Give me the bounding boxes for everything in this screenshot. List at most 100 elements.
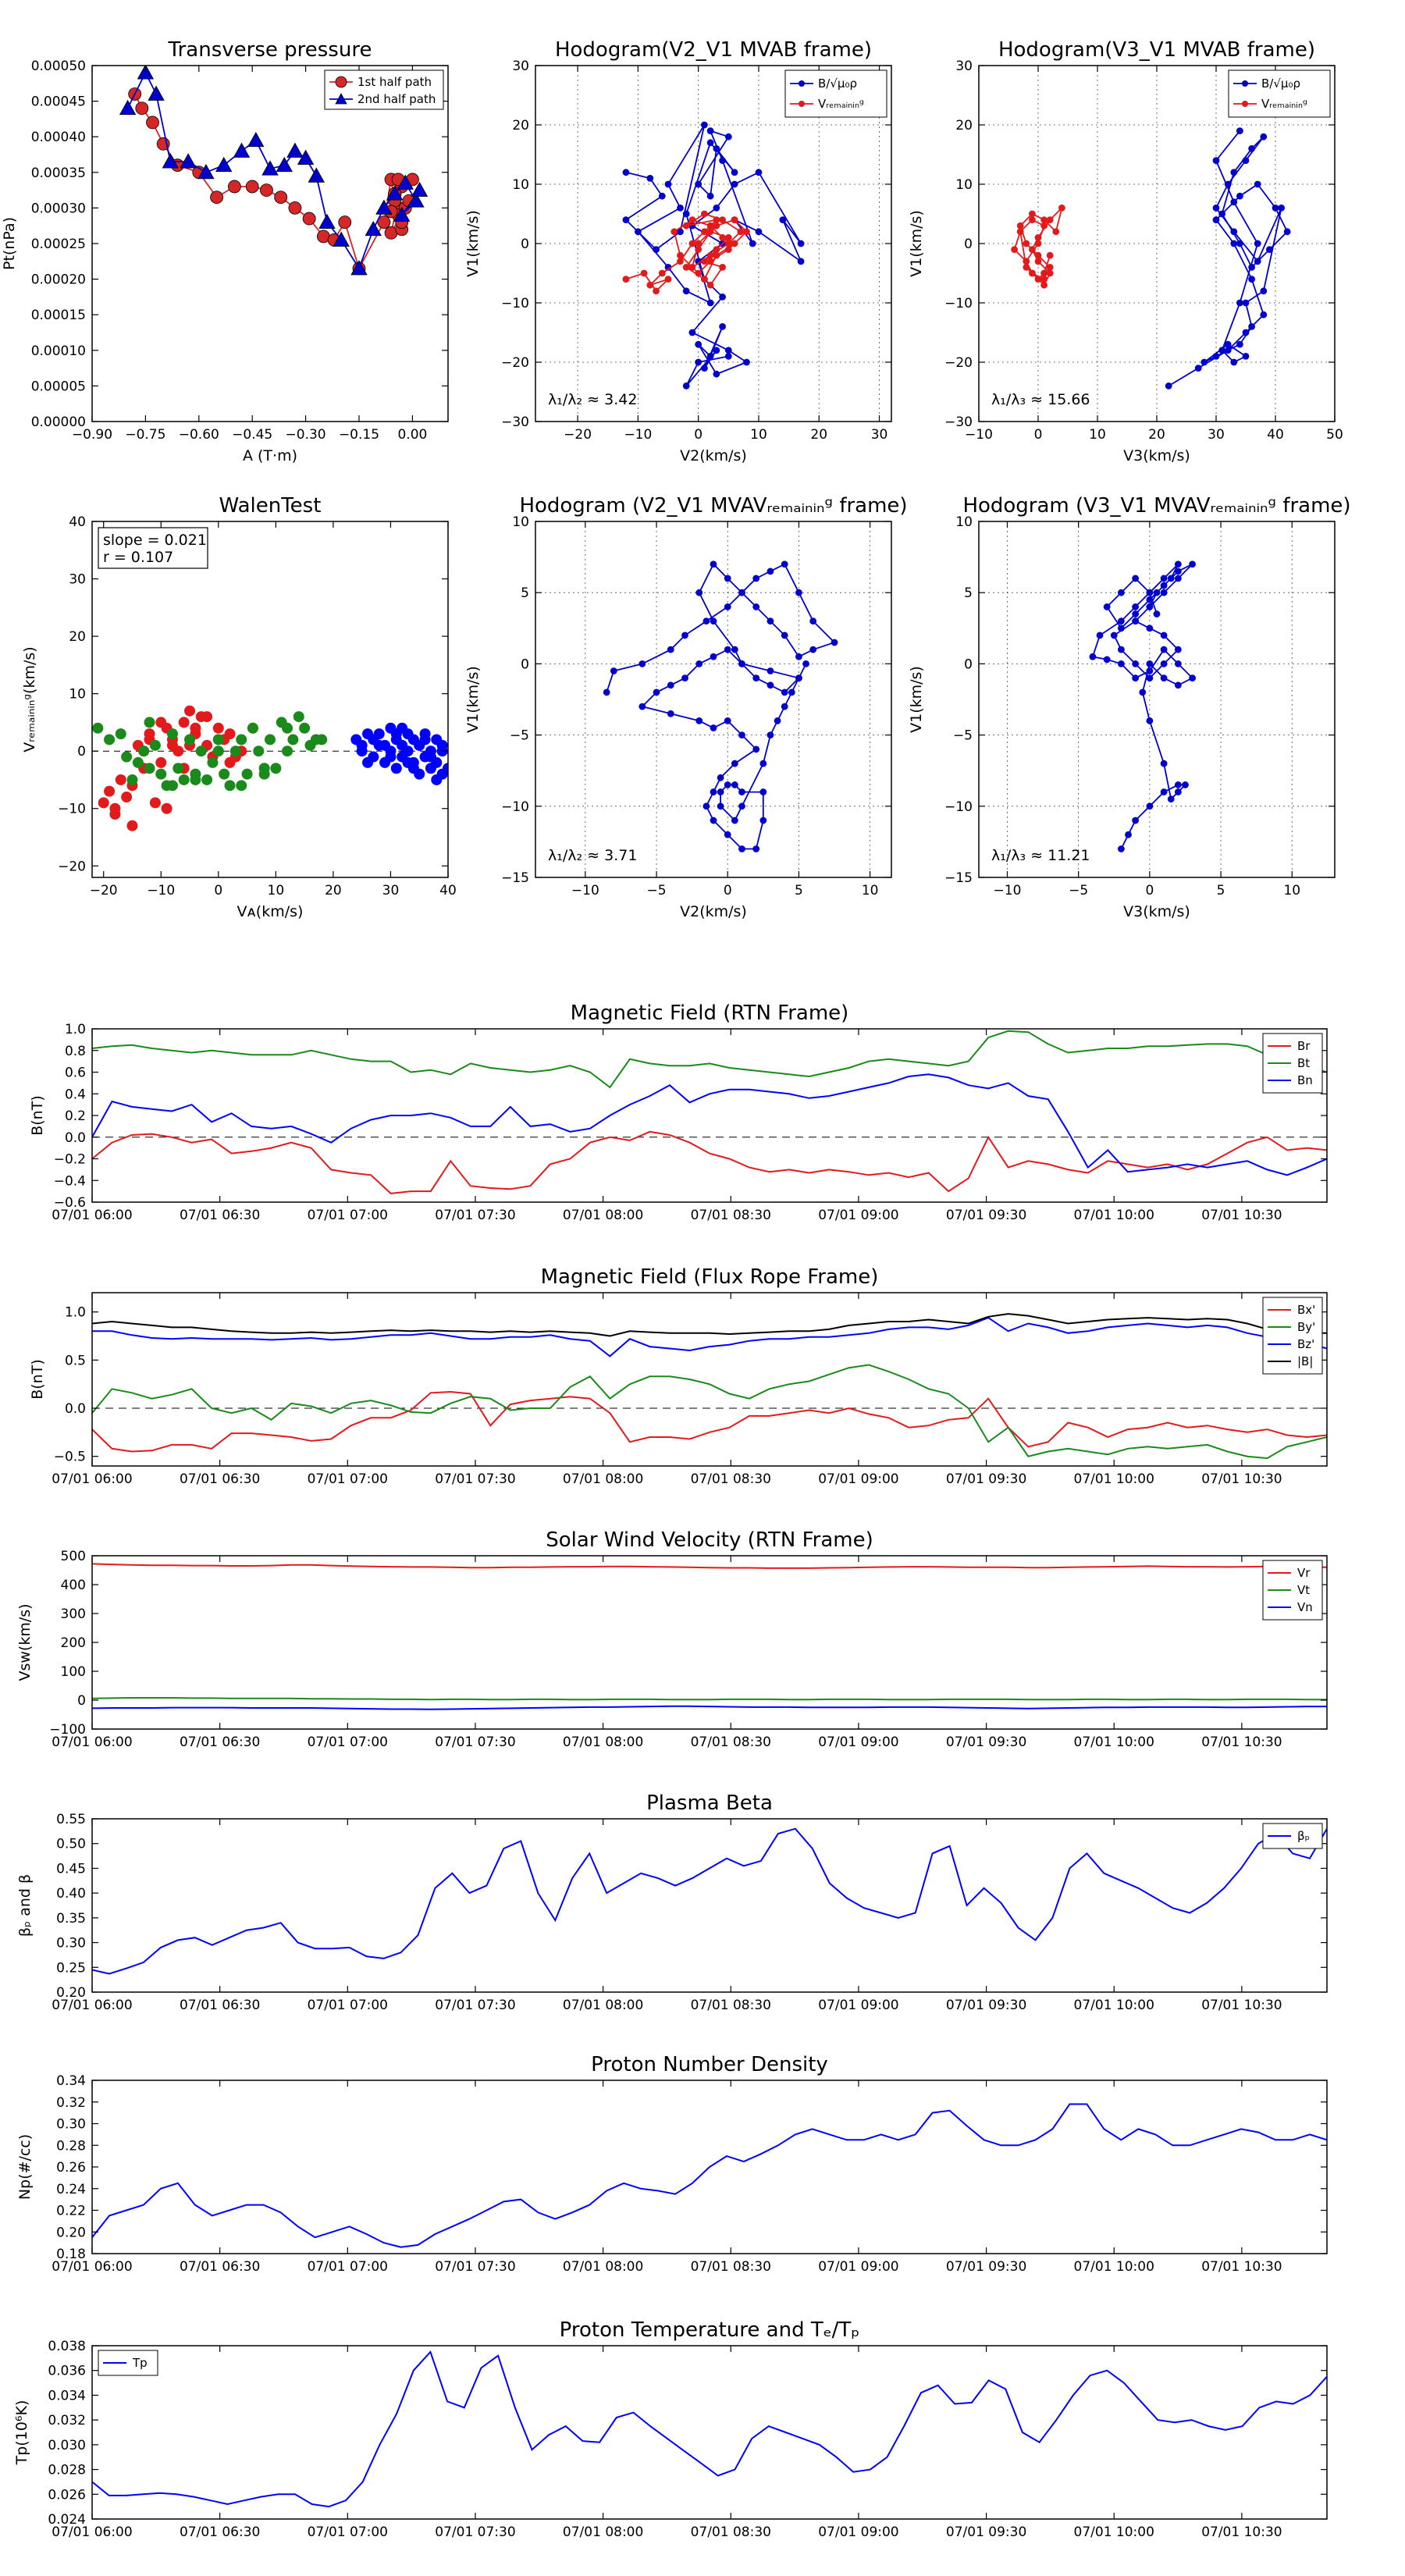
h2ab-series-1-point [731,216,738,224]
beta-time-tick-label: 07/01 07:00 [308,1998,388,2013]
brtn-time-tick-label: 07/01 08:00 [563,1208,643,1223]
walen-series-0-point [109,802,121,814]
h2ab-series-0-point [695,340,702,348]
h3ab-ytick-label: 10 [955,177,973,193]
h2av-series-0-point [795,653,802,660]
h3av-series-0-point [1146,660,1154,667]
walen-series-0-point [190,722,201,734]
brtn-ytick-label: 0.6 [65,1066,86,1081]
pt-series-0-point [227,180,241,194]
h3av-series-0-point [1160,582,1168,589]
pt-series-1-point [137,66,155,80]
h2av-series-0-point [724,781,731,788]
tp-time-tick-label: 07/01 06:00 [52,2524,132,2540]
beta-time-tick-label: 07/01 08:00 [563,1998,643,2013]
h2ab-series-1-point [713,222,720,229]
tp-ytick-label: 0.030 [48,2438,86,2453]
h2ab-series-0-point [731,169,738,176]
h3ab-ytick-label: −20 [944,355,973,371]
walen-series-1-point [190,774,201,785]
h3ab-series-1-point [1023,263,1030,271]
h2ab-legend: B/√μ₀ρ Vᵣₑₘₐᵢₙᵢₙᵍ [784,69,887,118]
h3ab-series-1-point [1034,258,1042,265]
pt-legend-marker-0 [335,76,347,88]
h3ab-series-1-point [1029,269,1036,277]
h3ab-series-1-point [1016,228,1024,236]
pt-series-0-point [135,101,149,116]
walen-ytick-label: 30 [69,572,86,588]
h3ab-xtick-label: 10 [1089,427,1106,443]
walen-series-1-point [236,734,247,745]
h3av-series-0-point [1174,781,1182,788]
walen-xtick-label: 20 [325,883,342,898]
h2av-series-0-point [795,674,802,682]
h2ab-xtick-label: −20 [564,427,592,443]
h2ab-series-0-point [634,228,642,236]
h3av-xtick-label: −5 [1069,883,1088,898]
walen-series-0-point [178,717,190,728]
pt-legend: 1st half path 2nd half path [324,69,444,110]
h3av-series-0-point [1146,667,1154,674]
walen-xtick-label: 30 [382,883,400,898]
walen-series-1-point [212,734,224,745]
walen-series-1-point [229,745,241,757]
h2ab-series-1-point [706,222,714,229]
h2av-series-0-point [724,831,731,838]
tp-time-tick-label: 07/01 07:00 [308,2524,388,2540]
beta-time-tick-label: 07/01 07:30 [435,1998,515,2013]
h3av-series-0-point [1174,646,1182,653]
walen-series-2-point [402,756,414,768]
h3av-series-0-point [1132,617,1140,625]
h3av-series-0-point [1160,632,1168,639]
walen-series-1-point [236,780,247,792]
h2av-series-0-point [738,731,745,738]
h2av-series-0-point [731,760,738,767]
pt-ytick-label: 0.00020 [31,272,86,288]
beta-time-tick-label: 07/01 09:30 [946,1998,1026,2013]
h3ab-series-0-point [1212,157,1220,165]
pt-series-1-point [411,181,429,197]
h2av-ylabel: V1(km/s) [464,666,482,733]
h3ab-series-1-point [1058,204,1065,212]
h3ab-hodogram-chart: Hodogram(V3_V1 MVAB frame) −30 −20 −10 0 10 20… [908,38,1343,464]
h3av-series-0-point [1125,831,1132,838]
h3ab-series-0-point [1230,358,1238,366]
h3ab-xtick-label: −10 [965,427,993,443]
walen-xtick-label: −10 [147,883,175,898]
walen-series-1-point [316,734,328,745]
h2av-series-0-point [809,617,817,625]
np-ytick-label: 0.18 [56,2247,86,2262]
h2av-series-0-point [752,603,760,610]
pt-series-1-point [286,142,304,158]
h3av-series-0-point [1096,632,1104,639]
h3av-series-0-point [1174,681,1182,689]
pt-ytick-label: 0.00045 [31,94,86,110]
h2av-series-0-point [702,617,710,625]
h2av-series-0-point [802,660,809,667]
h3av-ytick-label: 5 [964,585,973,601]
walen-series-1-point [258,768,270,780]
h3ab-ytick-label: −10 [944,296,973,311]
h2av-series-0-point [638,703,646,710]
walen-series-0-point [212,722,224,734]
h2av-series-0-point [809,646,817,653]
bfr-time-tick-label: 07/01 07:30 [435,1471,515,1487]
h3ab-series-0-point [1165,382,1172,390]
bfr-legend-label-2: Bz' [1297,1337,1314,1351]
pt-series-1-point [407,192,425,208]
h3av-series-0-point [1089,653,1097,660]
walen-series-1-point [184,734,196,745]
h3av-series-0-point [1182,781,1189,788]
h2av-series-0-point [774,717,781,724]
h2av-series-0-point [831,639,838,646]
pt-series-1-point [180,153,197,169]
h2ab-ytick-label: 20 [512,118,529,133]
h2av-series-0-point [695,589,703,596]
pt-series-0-point [210,190,224,205]
h2ab-xtick-label: −10 [624,427,652,443]
walen-xlabel: Vᴀ(km/s) [237,903,304,920]
h2ab-series-1-point [701,210,708,218]
h3av-plot-frame [978,521,1336,878]
walen-xtick-label: 0 [214,883,222,898]
pt-ytick-label: 0.00000 [31,415,86,430]
